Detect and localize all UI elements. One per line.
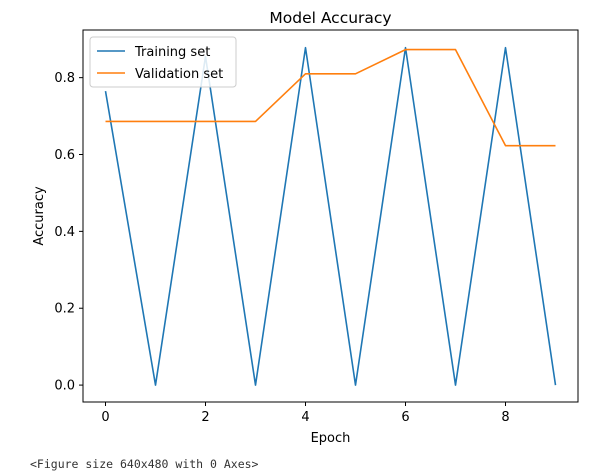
x-tick-label: 0	[101, 410, 109, 425]
legend-box	[89, 36, 237, 88]
series-line-1	[105, 48, 556, 147]
legend: Training set Validation set	[89, 36, 237, 88]
y-tick-label: 0.0	[54, 379, 75, 394]
y-axis-label: Accuracy	[32, 186, 47, 246]
x-axis-ticks: 0 2 4 6 8	[101, 402, 510, 425]
figure-size-note: <Figure size 640x480 with 0 Axes>	[30, 457, 259, 471]
x-axis-label: Epoch	[311, 431, 351, 446]
series-line-0	[104, 46, 557, 386]
x-tick-label: 6	[401, 410, 409, 425]
y-tick-label: 0.8	[54, 71, 75, 86]
chart-title: Model Accuracy	[269, 9, 391, 27]
x-tick-label: 4	[301, 410, 309, 425]
y-tick-label: 0.2	[54, 302, 75, 317]
y-tick-label: 0.6	[54, 148, 75, 163]
y-tick-label: 0.4	[54, 225, 75, 240]
legend-label: Validation set	[135, 67, 223, 82]
x-tick-label: 8	[501, 410, 509, 425]
series-lines	[104, 46, 557, 386]
legend-label: Training set	[134, 45, 210, 60]
plot-area	[82, 29, 579, 403]
y-axis-ticks: 0.0 0.2 0.4 0.6 0.8	[54, 71, 83, 394]
x-tick-label: 2	[201, 410, 209, 425]
